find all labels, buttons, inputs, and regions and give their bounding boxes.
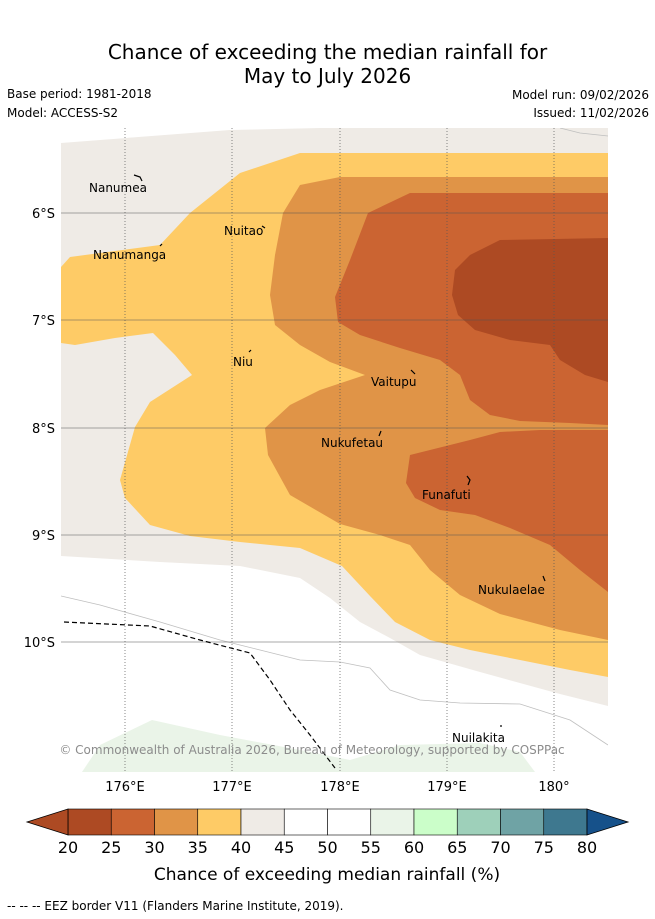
colorbar-tick-label: 20 [58, 838, 78, 857]
colorbar-segment [110, 808, 155, 836]
colorbar-ticks: 20 25 30 35 40 45 50 55 60 65 70 75 80 [58, 838, 597, 857]
gridlines [61, 212, 608, 643]
map-area [61, 128, 608, 772]
colorbar-low-arrow [25, 808, 69, 836]
colorbar-segment [283, 808, 328, 836]
colorbar-tick-label: 65 [447, 838, 467, 857]
colorbar-tick-label: 55 [361, 838, 381, 857]
island-markers [133, 174, 546, 727]
colorbar-segment [154, 808, 199, 836]
colorbar-tick-label: 25 [101, 838, 121, 857]
colorbar-segment [327, 808, 372, 836]
band-25-30-south [406, 430, 608, 592]
lat-label: 8°S [32, 422, 55, 437]
colorbar-segment [370, 808, 415, 836]
lon-label: 180° [538, 780, 569, 795]
colorbar-segment [413, 808, 458, 836]
model-name: Model: ACCESS-S2 [7, 106, 119, 120]
lon-label: 178°E [320, 780, 360, 795]
colorbar-segment [456, 808, 501, 836]
colorbar-segment [543, 808, 588, 836]
colorbar-tick-label: 50 [317, 838, 337, 857]
lat-label: 9°S [32, 529, 55, 544]
latitude-labels: 6°S 7°S 8°S 9°S 10°S [24, 207, 55, 651]
lat-label: 6°S [32, 207, 55, 222]
lat-label: 7°S [32, 314, 55, 329]
place-nuilakita: Nuilakita [452, 731, 505, 745]
copyright-notice: © Commonwealth of Australia 2026, Bureau… [59, 743, 564, 757]
colorbar-tick-label: 70 [490, 838, 510, 857]
colorbar-tick-label: 35 [188, 838, 208, 857]
contour-line [61, 595, 608, 746]
eez-footnote: -- -- -- EEZ border V11 (Flanders Marine… [7, 899, 344, 913]
colorbar-high-arrow [586, 808, 630, 836]
base-period: Base period: 1981-2018 [7, 87, 152, 101]
place-labels: Nanumea Nuitao Nanumanga Niu Vaitupu Nuk… [89, 181, 545, 745]
title-line-1: Chance of exceeding the median rainfall … [107, 40, 548, 64]
lon-label: 179°E [427, 780, 467, 795]
place-nanumanga: Nanumanga [93, 248, 166, 262]
meridians [124, 128, 555, 772]
colorbar-tick-label: 30 [144, 838, 164, 857]
rainfall-map: Nanumea Nuitao Nanumanga Niu Vaitupu Nuk… [24, 128, 608, 795]
place-funafuti: Funafuti [422, 488, 471, 502]
place-vaitupu: Vaitupu [371, 375, 417, 389]
colorbar-tick-label: 60 [404, 838, 424, 857]
issued-date: Issued: 11/02/2026 [533, 106, 649, 120]
colorbar-tick-label: 75 [534, 838, 554, 857]
longitude-labels: 176°E 177°E 178°E 179°E 180° [105, 780, 569, 795]
colorbar-segment [67, 808, 112, 836]
colorbar-tick-label: 80 [577, 838, 597, 857]
chart-title: Chance of exceeding the median rainfall … [0, 40, 655, 88]
band-20-25 [452, 238, 608, 382]
colorbar-segment [197, 808, 242, 836]
lon-label: 177°E [212, 780, 252, 795]
band-55-60 [82, 720, 535, 772]
place-nukufetau: Nukufetau [321, 436, 383, 450]
place-nuitao: Nuitao [224, 224, 263, 238]
colorbar-segments [67, 808, 588, 836]
lat-label: 10°S [24, 636, 55, 651]
model-run: Model run: 09/02/2026 [511, 88, 649, 102]
title-line-2: May to July 2026 [243, 64, 412, 88]
place-niu: Niu [233, 355, 253, 369]
place-nukulaelae: Nukulaelae [478, 583, 545, 597]
colorbar-segment [240, 808, 285, 836]
place-nanumea: Nanumea [89, 181, 147, 195]
colorbar-label: Chance of exceeding median rainfall (%) [154, 865, 500, 885]
colorbar-tick-label: 45 [274, 838, 294, 857]
contour-line-north [559, 128, 608, 137]
lon-label: 176°E [105, 780, 145, 795]
colorbar-segment [500, 808, 545, 836]
colorbar-tick-label: 40 [231, 838, 251, 857]
